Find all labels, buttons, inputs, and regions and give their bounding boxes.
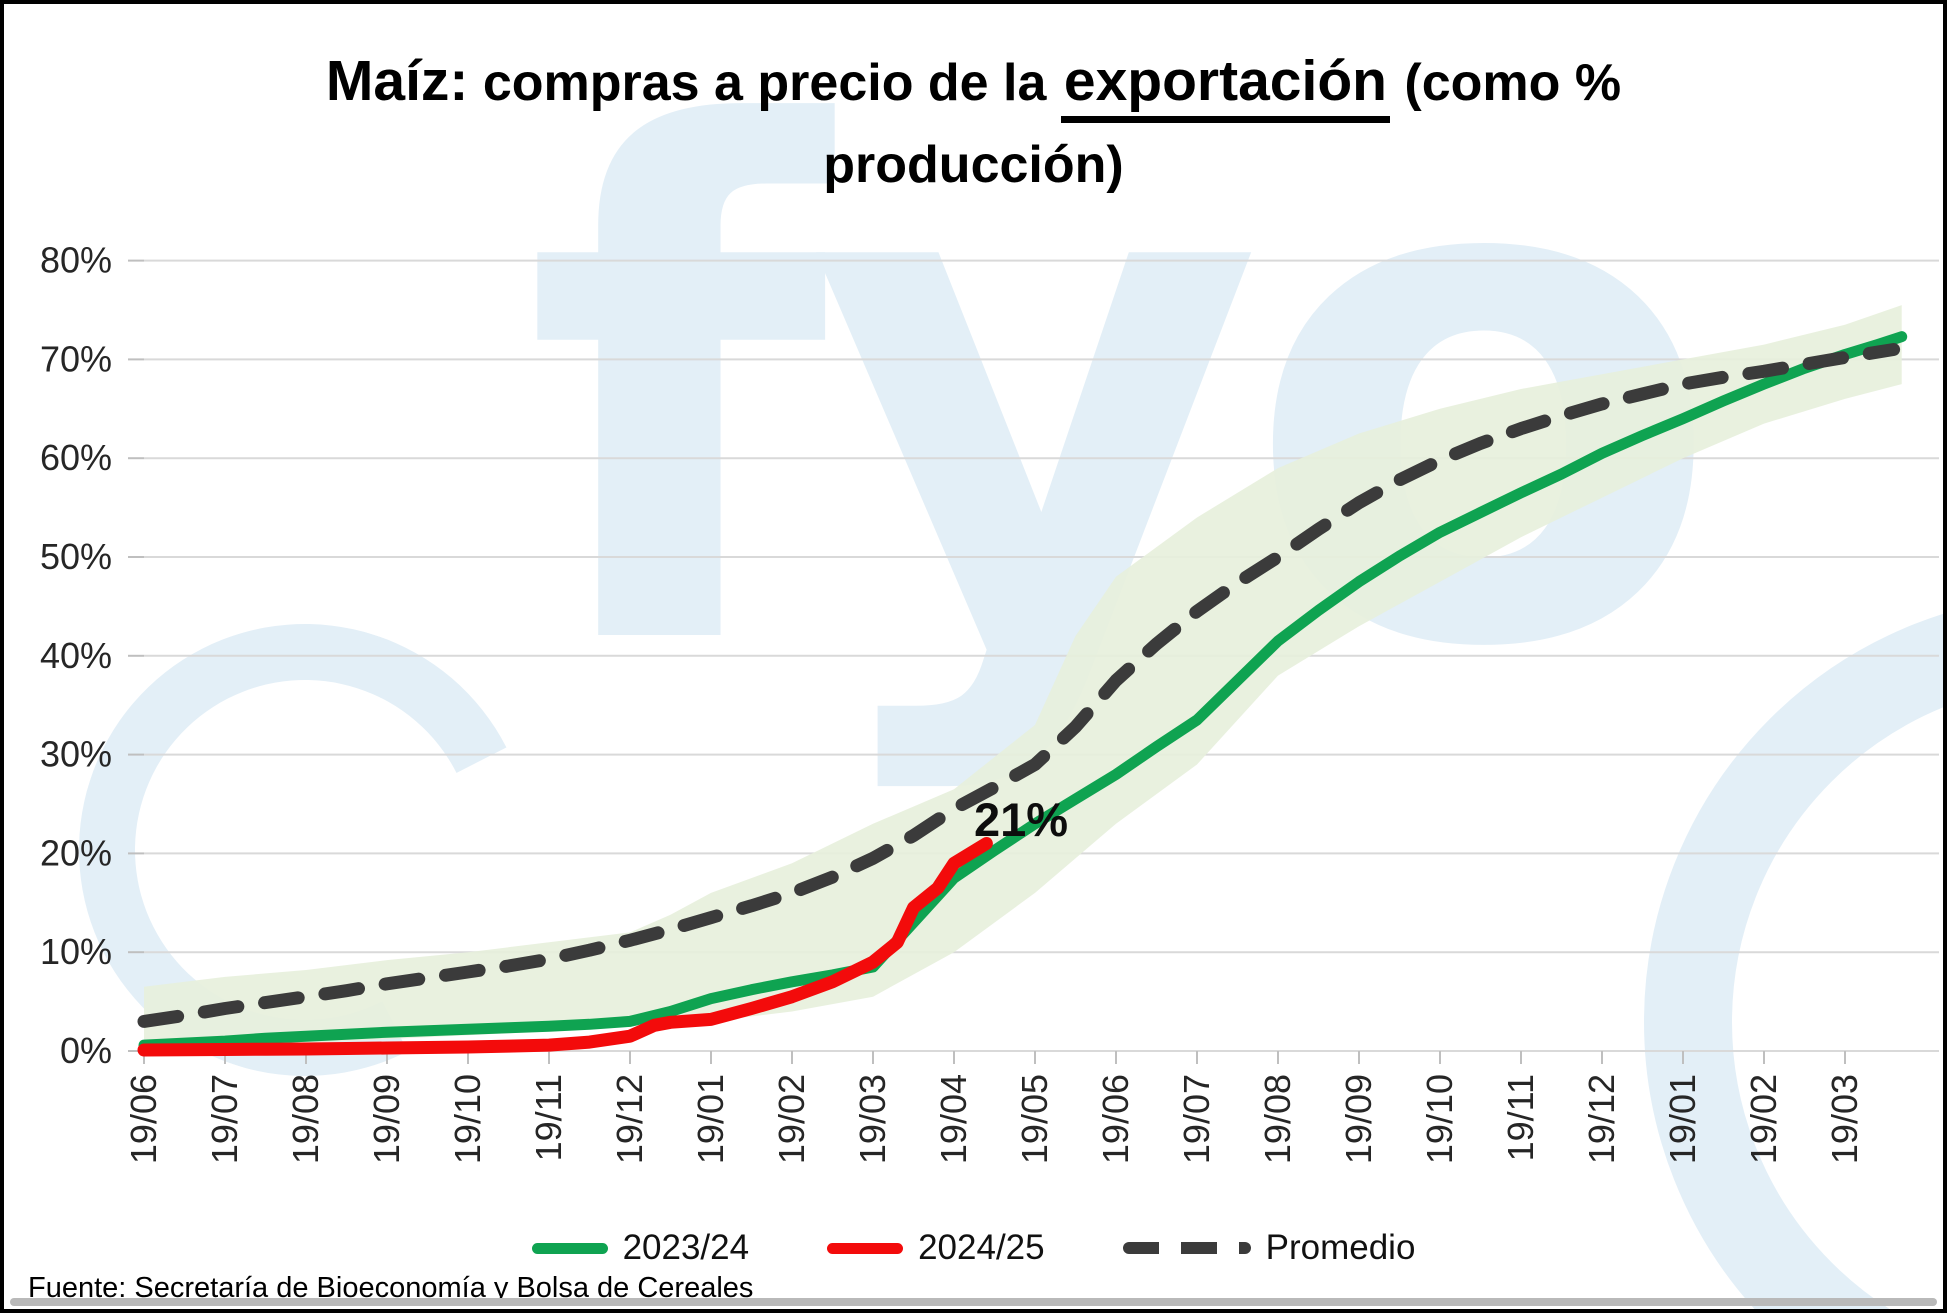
series-line-2023-24 [138, 331, 1908, 1051]
y-tick-label: 30% [40, 734, 112, 775]
x-tick-label: 19/02 [1743, 1074, 1784, 1164]
x-tick-label: 19/12 [609, 1074, 650, 1164]
x-tick-label: 19/11 [528, 1074, 569, 1161]
x-tick-label: 19/07 [204, 1074, 245, 1164]
chart-title-line1: Maíz: compras a precio de la exportación… [4, 40, 1943, 124]
legend-item-2023-24: 2023/24 [531, 1228, 750, 1268]
x-tick-label: 19/03 [1824, 1074, 1865, 1164]
x-tick-label: 19/02 [771, 1074, 812, 1164]
title-underlined-word: exportación [1060, 50, 1390, 123]
x-tick-label: 19/04 [933, 1074, 974, 1164]
data-label-21pct: 21% [974, 793, 1069, 846]
green-line-swatch-icon [531, 1242, 608, 1254]
title-middle: compras a precio de la [482, 54, 1047, 112]
x-tick-label: 19/10 [447, 1074, 488, 1164]
y-tick-label: 60% [40, 437, 112, 478]
y-tick-label: 0% [60, 1030, 112, 1071]
series-line-2024-25 [137, 837, 993, 1057]
x-tick-label: 19/09 [366, 1074, 407, 1164]
title-suffix: (como % [1404, 54, 1622, 112]
x-tick-label: 19/08 [1257, 1074, 1298, 1164]
x-tick-label: 19/09 [1338, 1074, 1379, 1164]
chart-canvas: 80% 70% 60% 50% 40% 30% 20% 10% 0% 19/06 19/07 19/0… [40, 240, 1939, 1164]
y-tick-label: 40% [40, 635, 112, 676]
x-tick-label: 19/01 [690, 1074, 731, 1164]
red-line-swatch-icon [827, 1242, 904, 1254]
x-tick-label: 19/05 [1014, 1074, 1055, 1164]
legend-item-2024-25: 2024/25 [827, 1228, 1045, 1268]
y-tick-label: 50% [40, 536, 112, 577]
x-tick-label: 19/01 [1662, 1074, 1703, 1164]
chart-legend: 2023/24 2024/25 Promedio [4, 1228, 1943, 1268]
x-tick-label: 19/10 [1419, 1074, 1460, 1164]
x-tick-label: 19/06 [123, 1074, 164, 1164]
legend-label: 2023/24 [622, 1228, 750, 1267]
chart-title: Maíz: compras a precio de la exportación… [4, 40, 1943, 206]
y-tick-label: 10% [40, 931, 112, 972]
series-line-promedio [137, 343, 1901, 1028]
legend-item-promedio: Promedio [1122, 1228, 1416, 1268]
x-tick-label: 19/03 [852, 1074, 893, 1164]
chart-title-line2: producción) [823, 136, 1124, 194]
legend-label: 2024/25 [918, 1228, 1045, 1267]
y-tick-label: 70% [40, 338, 112, 379]
x-tick-label: 19/12 [1581, 1074, 1622, 1164]
y-tick-label: 20% [40, 832, 112, 873]
title-prefix: Maíz: [325, 49, 469, 113]
x-tick-label: 19/11 [1500, 1074, 1541, 1161]
x-tick-label: 19/07 [1176, 1074, 1217, 1164]
legend-label: Promedio [1265, 1228, 1416, 1267]
min-max-band [144, 305, 1902, 1049]
y-tick-label: 80% [40, 240, 112, 281]
x-tick-label: 19/06 [1095, 1074, 1136, 1164]
dashed-line-swatch-icon [1122, 1242, 1251, 1254]
horizontal-scrollbar[interactable] [10, 1298, 1937, 1306]
x-tick-label: 19/08 [285, 1074, 326, 1164]
